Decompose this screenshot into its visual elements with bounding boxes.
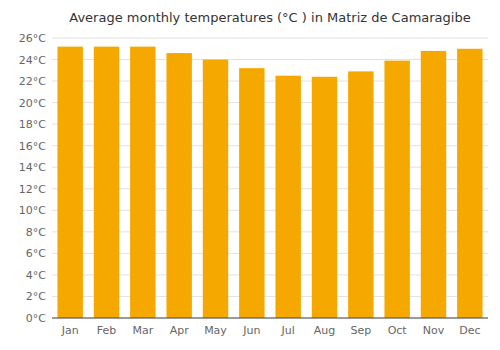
y-tick-label: 2°C — [26, 290, 46, 303]
y-tick-label: 18°C — [19, 118, 46, 131]
y-tick-label: 10°C — [19, 204, 46, 217]
x-tick-label: Sep — [350, 324, 371, 337]
y-tick-label: 8°C — [26, 226, 46, 239]
x-tick-label: Nov — [423, 324, 445, 337]
x-tick-label: Feb — [97, 324, 116, 337]
x-tick-label: Dec — [459, 324, 480, 337]
x-tick-label: Jan — [61, 324, 79, 337]
grid-line — [52, 38, 488, 39]
bar — [57, 47, 82, 318]
grid-line — [52, 318, 488, 319]
y-tick-label: 16°C — [19, 140, 46, 153]
y-tick-label: 26°C — [19, 32, 46, 45]
chart: 0°C 2°C 4°C 6°C 8°C 10°C 12°C 14°C 16°C 18°C 20°C 2… — [0, 0, 500, 350]
bar — [239, 68, 264, 318]
y-tick-label: 4°C — [26, 269, 46, 282]
x-tick-label: Oct — [388, 324, 408, 337]
x-axis: Jan Feb Mar Apr May Jun Jul Aug Sep Oct Nov Dec — [52, 318, 488, 337]
y-tick-label: 20°C — [19, 97, 46, 110]
x-tick-label: May — [204, 324, 227, 337]
bar — [421, 51, 446, 318]
y-tick-label: 22°C — [19, 75, 46, 88]
bar — [348, 71, 373, 318]
y-tick-label: 6°C — [26, 247, 46, 260]
y-tick-label: 0°C — [26, 312, 46, 325]
bar — [457, 49, 482, 318]
bars — [57, 47, 482, 318]
title: Average monthly temperatures (°C ) in Ma… — [69, 10, 470, 25]
x-tick-label: Jul — [281, 324, 295, 337]
y-axis: 0°C 2°C 4°C 6°C 8°C 10°C 12°C 14°C 16°C 18°C 20°C 2… — [19, 32, 488, 325]
y-tick-label: 12°C — [19, 183, 46, 196]
bar — [384, 61, 409, 318]
y-tick-label: 14°C — [19, 161, 46, 174]
x-tick-label: Mar — [132, 324, 153, 337]
x-axis-line — [52, 318, 488, 319]
x-tick-label: Jun — [242, 324, 260, 337]
x-tick-label: Aug — [314, 324, 335, 337]
bar — [312, 77, 337, 318]
bar — [166, 53, 191, 318]
bar — [130, 47, 155, 318]
bar — [94, 47, 119, 318]
y-tick-label: 24°C — [19, 54, 46, 67]
x-tick-label: Apr — [170, 324, 190, 337]
bar — [203, 60, 228, 318]
bar — [275, 76, 300, 318]
